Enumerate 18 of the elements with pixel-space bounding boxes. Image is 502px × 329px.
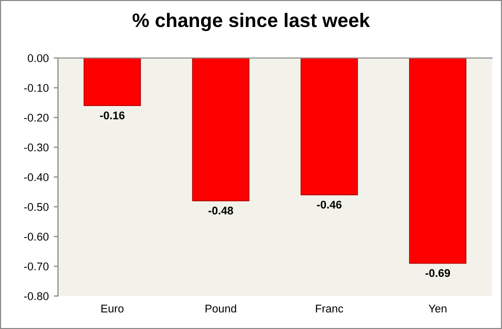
y-tick-label: -0.30	[24, 144, 49, 152]
data-label: -0.48	[208, 206, 234, 215]
y-tick-label: -0.20	[24, 114, 49, 122]
x-tick-label: Pound	[206, 304, 236, 312]
y-tick-label: -0.80	[24, 292, 49, 300]
x-tick-label: Euro	[101, 304, 124, 312]
x-tick-label: Yen	[428, 304, 446, 312]
y-tick-label: -0.70	[24, 262, 49, 270]
y-tick-label: -0.60	[24, 232, 49, 241]
y-tick-label: -0.40	[24, 173, 49, 182]
y-tick-label: -0.50	[24, 203, 49, 211]
y-tick-label: -0.10	[24, 84, 49, 92]
chart-title: % change since last week	[132, 12, 370, 32]
data-label: -0.46	[317, 200, 342, 209]
data-label: -0.69	[426, 269, 450, 277]
data-label: -0.16	[100, 111, 125, 120]
x-tick-label: Franc	[316, 304, 344, 312]
y-tick-label: 0.00	[28, 54, 49, 62]
